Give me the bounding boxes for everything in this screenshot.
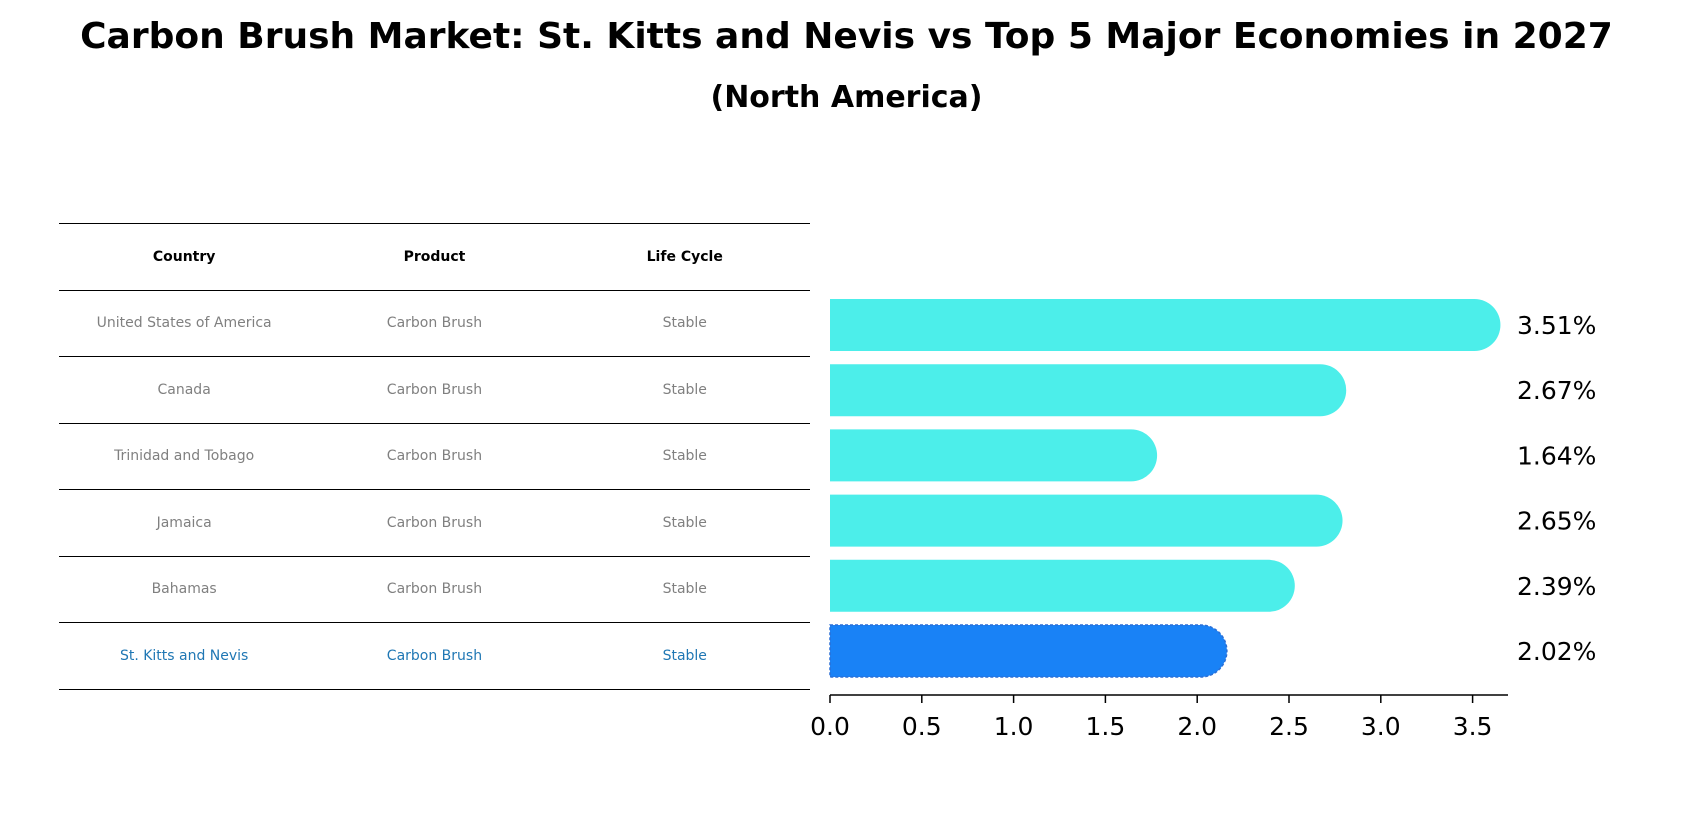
bar <box>830 299 1501 351</box>
country-table: Country Product Life Cycle United States… <box>59 223 810 690</box>
x-tick-label: 2.0 <box>1177 712 1217 741</box>
cell-life-cycle: Stable <box>662 381 707 398</box>
bar-highlight <box>829 624 1228 678</box>
bar <box>830 364 1347 417</box>
table-row: Trinidad and Tobago Carbon Brush Stable <box>59 422 810 490</box>
cell-life-cycle: Stable <box>662 647 707 664</box>
table-header-row: Country Product Life Cycle <box>59 223 810 290</box>
x-tick-label: 0.5 <box>902 712 942 741</box>
x-tick-label: 2.5 <box>1269 712 1309 741</box>
bar <box>830 494 1343 547</box>
cell-country: Bahamas <box>151 581 217 598</box>
table-row-highlight: St. Kitts and Nevis Carbon Brush Stable <box>59 622 810 690</box>
value-label: 2.67% <box>1517 376 1596 405</box>
value-label: 3.51% <box>1517 311 1596 340</box>
cell-life-cycle: Stable <box>662 581 707 598</box>
cell-life-cycle: Stable <box>662 514 707 531</box>
cell-product: Carbon Brush <box>386 448 483 465</box>
value-label: 2.02% <box>1517 637 1596 666</box>
value-label: 2.65% <box>1517 507 1596 536</box>
cell-country: Jamaica <box>156 514 212 531</box>
chart-title: Carbon Brush Market: St. Kitts and Nevis… <box>80 16 1613 57</box>
table-row: United States of America Carbon Brush St… <box>59 289 810 357</box>
table-row: Canada Carbon Brush Stable <box>59 356 810 423</box>
value-label: 1.64% <box>1517 441 1596 470</box>
cell-product: Carbon Brush <box>386 514 483 531</box>
cell-product: Carbon Brush <box>386 315 483 332</box>
cell-product: Carbon Brush <box>386 381 483 398</box>
cell-country: Trinidad and Tobago <box>114 448 255 465</box>
header-life-cycle: Life Cycle <box>646 248 723 265</box>
header-country: Country <box>152 248 216 265</box>
cell-product: Carbon Brush <box>386 647 483 664</box>
cell-life-cycle: Stable <box>662 315 707 332</box>
bar <box>830 559 1295 612</box>
cell-life-cycle: Stable <box>662 448 707 465</box>
cell-country: United States of America <box>96 315 272 332</box>
cell-country: Canada <box>157 381 211 398</box>
x-tick-label: 3.0 <box>1361 712 1401 741</box>
x-tick-label: 3.5 <box>1453 712 1493 741</box>
x-tick-label: 0.0 <box>810 712 850 741</box>
cell-product: Carbon Brush <box>386 581 483 598</box>
table-row: Jamaica Carbon Brush Stable <box>59 489 810 556</box>
chart-subtitle: (North America) <box>710 80 983 115</box>
value-label: 2.39% <box>1517 572 1596 601</box>
cell-country: St. Kitts and Nevis <box>119 647 249 664</box>
table-row: Bahamas Carbon Brush Stable <box>59 555 810 623</box>
x-tick-label: 1.0 <box>994 712 1034 741</box>
header-product: Product <box>403 248 466 265</box>
bar <box>830 429 1158 482</box>
x-tick-label: 1.5 <box>1086 712 1126 741</box>
